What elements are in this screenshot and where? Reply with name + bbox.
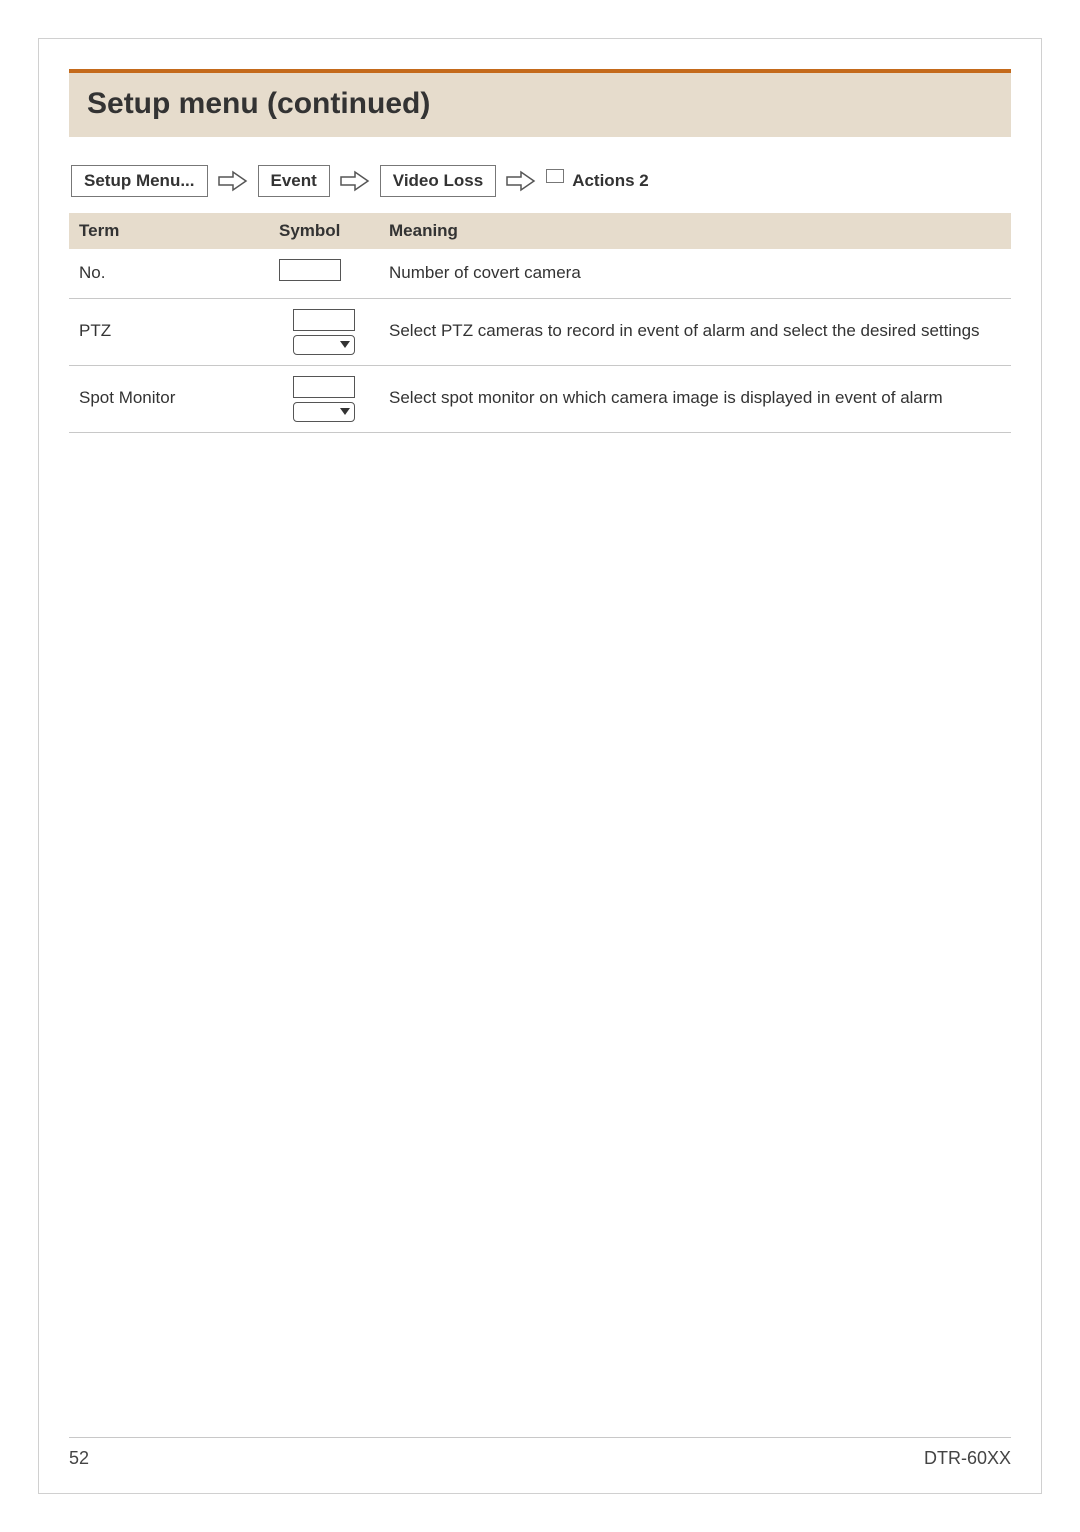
dropdown-icon [293, 402, 355, 422]
breadcrumb-final-tab: Actions 2 [546, 171, 649, 191]
cell-symbol [269, 298, 379, 365]
terms-table: Term Symbol Meaning No. Number of covert… [69, 213, 1011, 433]
arrow-right-icon [218, 170, 248, 192]
textbox-icon [293, 376, 355, 398]
table-row: PTZ Select PTZ cameras to record in even… [69, 298, 1011, 365]
table-header-row: Term Symbol Meaning [69, 213, 1011, 249]
breadcrumb-item-video-loss: Video Loss [380, 165, 496, 197]
arrow-right-icon [506, 170, 536, 192]
cell-term: Spot Monitor [69, 365, 269, 432]
header-symbol: Symbol [269, 213, 379, 249]
breadcrumb: Setup Menu... Event Video Loss Actions 2 [69, 165, 1011, 197]
textbox-icon [279, 259, 341, 281]
page-title: Setup menu (continued) [87, 87, 993, 121]
caret-down-icon [340, 408, 350, 415]
cell-meaning: Number of covert camera [379, 249, 1011, 298]
header-meaning: Meaning [379, 213, 1011, 249]
cell-term: No. [69, 249, 269, 298]
page-number: 52 [69, 1448, 89, 1469]
breadcrumb-final-label: Actions 2 [572, 171, 649, 191]
title-bar: Setup menu (continued) [69, 69, 1011, 137]
textbox-icon [293, 309, 355, 331]
page-container: Setup menu (continued) Setup Menu... Eve… [38, 38, 1042, 1494]
caret-down-icon [340, 341, 350, 348]
cell-term: PTZ [69, 298, 269, 365]
cell-symbol [269, 365, 379, 432]
cell-meaning: Select spot monitor on which camera imag… [379, 365, 1011, 432]
dropdown-icon [293, 335, 355, 355]
table-row: No. Number of covert camera [69, 249, 1011, 298]
header-term: Term [69, 213, 269, 249]
breadcrumb-item-event: Event [258, 165, 330, 197]
cell-symbol [269, 249, 379, 298]
page-footer: 52 DTR-60XX [69, 1437, 1011, 1469]
model-label: DTR-60XX [924, 1448, 1011, 1469]
cell-meaning: Select PTZ cameras to record in event of… [379, 298, 1011, 365]
tab-icon [546, 169, 564, 183]
table-row: Spot Monitor Select spot monitor on whic… [69, 365, 1011, 432]
arrow-right-icon [340, 170, 370, 192]
breadcrumb-item-setup-menu: Setup Menu... [71, 165, 208, 197]
